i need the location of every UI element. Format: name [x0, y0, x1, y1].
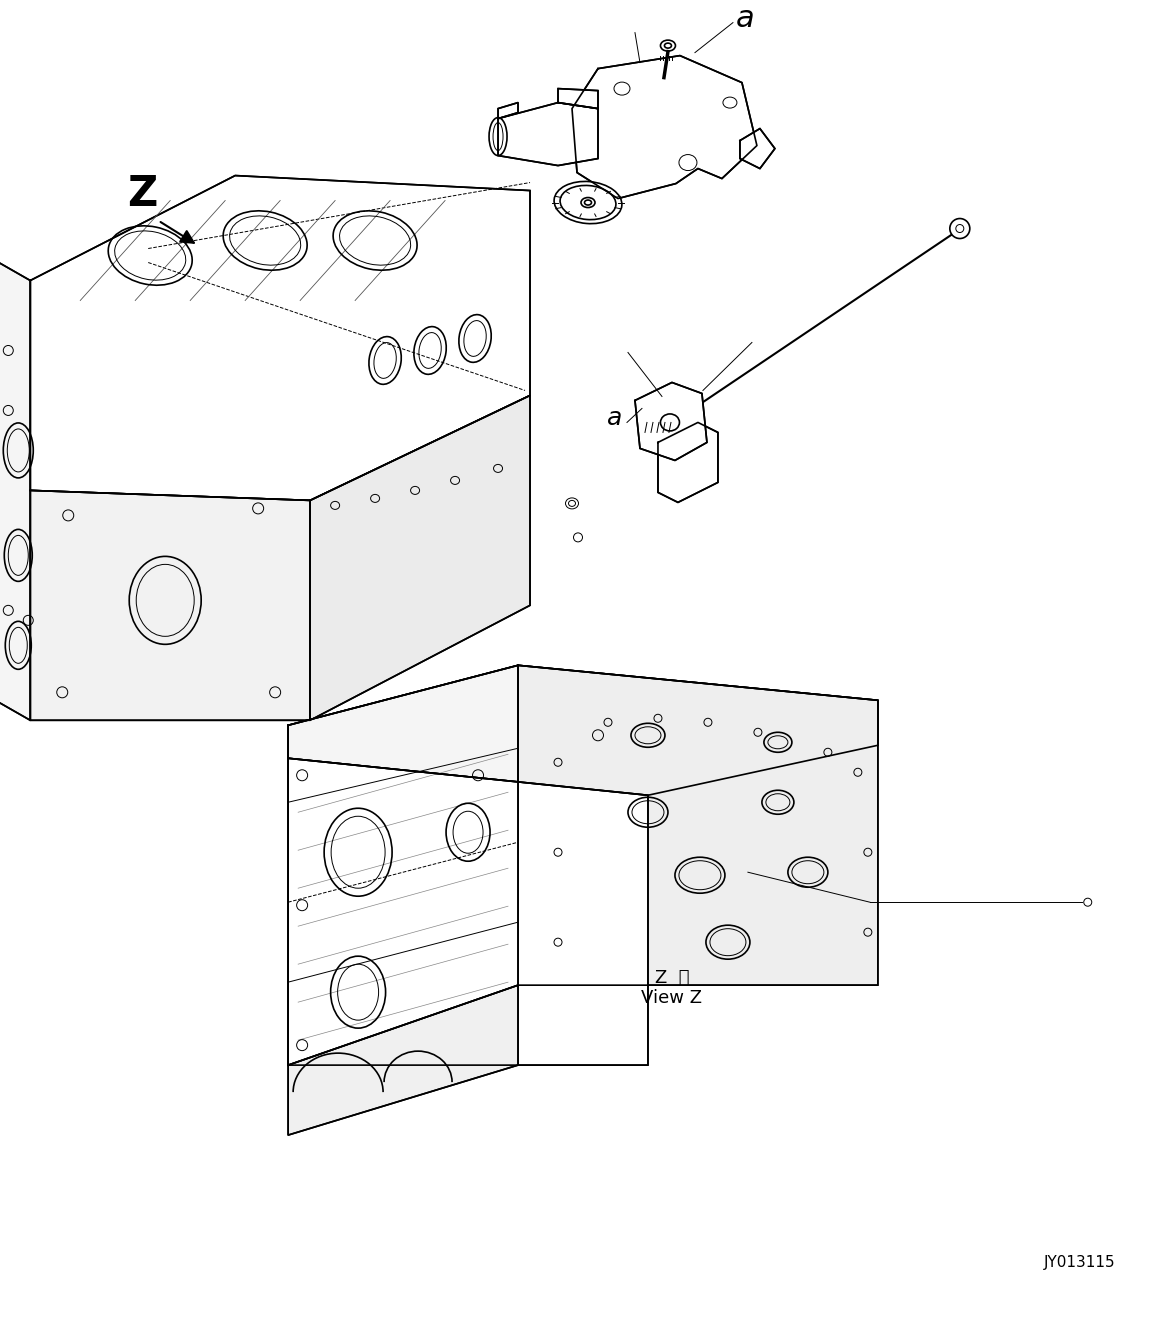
- Polygon shape: [572, 55, 757, 199]
- Polygon shape: [498, 103, 598, 166]
- Polygon shape: [558, 88, 598, 108]
- Text: JY013115: JY013115: [1044, 1255, 1115, 1270]
- Polygon shape: [30, 175, 530, 500]
- Polygon shape: [288, 665, 518, 1065]
- Text: a: a: [607, 407, 622, 431]
- Polygon shape: [0, 261, 30, 720]
- Polygon shape: [288, 985, 518, 1135]
- Polygon shape: [30, 490, 311, 720]
- Polygon shape: [288, 759, 648, 1065]
- Text: Z: Z: [127, 173, 157, 215]
- Ellipse shape: [554, 182, 622, 224]
- Polygon shape: [635, 382, 707, 461]
- Polygon shape: [658, 423, 718, 502]
- Polygon shape: [288, 665, 878, 795]
- Polygon shape: [498, 103, 518, 119]
- Polygon shape: [518, 665, 878, 985]
- Text: a: a: [735, 4, 755, 33]
- Text: View Z: View Z: [642, 989, 702, 1008]
- Text: Z  視: Z 視: [655, 969, 690, 988]
- Polygon shape: [311, 395, 530, 720]
- Ellipse shape: [950, 219, 970, 238]
- Polygon shape: [740, 129, 775, 169]
